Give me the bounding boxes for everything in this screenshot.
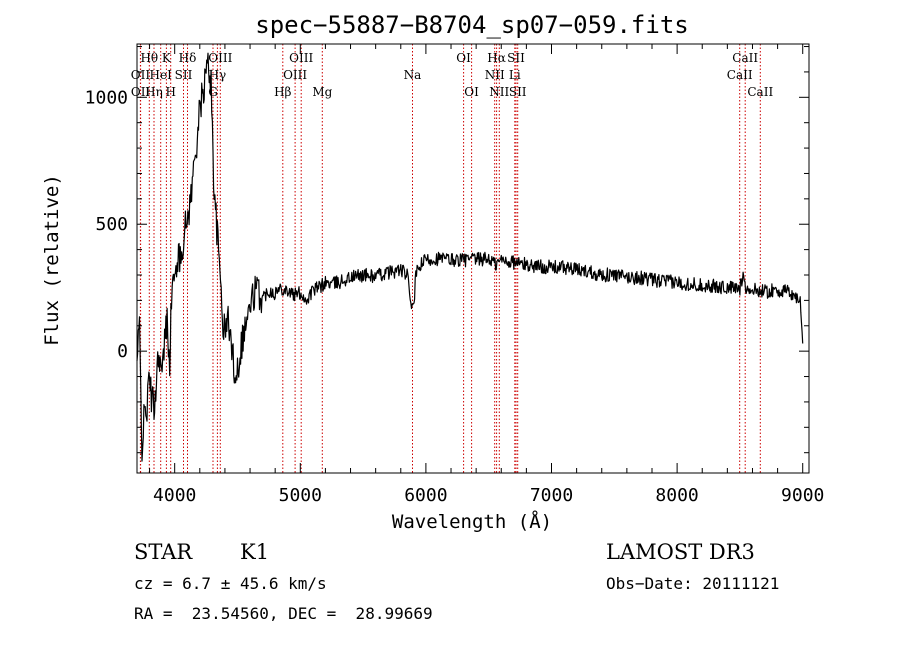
- y-tick-label-0: 0: [117, 341, 128, 362]
- axis-tick-labels: 4000 5000 6000 7000 8000 9000 0 500 1000: [85, 87, 825, 506]
- line-label-0: Hθ: [140, 51, 158, 65]
- y-tick-label-2: 1000: [85, 87, 128, 108]
- x-tick-label-1: 5000: [279, 485, 322, 506]
- redshift-info: cz = 6.7 ± 45.6 km/s: [134, 574, 327, 593]
- line-label-6: H: [165, 85, 175, 99]
- y-tick-label-1: 500: [95, 214, 128, 235]
- line-label-9: OIII: [208, 51, 232, 65]
- line-label-22: Li: [509, 68, 521, 82]
- line-label-24: SII: [509, 85, 527, 99]
- x-tick-label-0: 4000: [153, 485, 196, 506]
- x-axis-label: Wavelength (Å): [392, 510, 552, 533]
- line-label-10: Hγ: [209, 68, 227, 82]
- line-label-19: Hα: [487, 51, 506, 65]
- axis-ticks: [137, 44, 809, 473]
- observation-date: Obs−Date: 20111121: [606, 574, 780, 593]
- line-label-7: SII: [175, 68, 193, 82]
- line-label-3: Hη: [145, 85, 163, 99]
- line-label-8: Hδ: [179, 51, 197, 65]
- spectral-subclass: K1: [240, 540, 270, 564]
- line-label-16: Na: [404, 68, 422, 82]
- line-label-26: CaII: [727, 68, 753, 82]
- y-axis-label: Flux (relative): [41, 174, 63, 346]
- chart-title: spec−55887−B8704_sp07−059.fits: [255, 11, 688, 39]
- line-label-5: HeI: [150, 68, 173, 82]
- line-label-4: K: [162, 51, 172, 65]
- coordinates: RA = 23.54560, DEC = 28.99669: [134, 604, 433, 623]
- x-tick-label-5: 9000: [781, 485, 824, 506]
- line-label-21: NII: [485, 68, 505, 82]
- line-label-25: CaII: [732, 51, 758, 65]
- line-label-13: OIII: [283, 68, 307, 82]
- line-label-18: OI: [464, 85, 479, 99]
- line-label-15: Mg: [312, 85, 332, 99]
- x-tick-label-2: 6000: [404, 485, 447, 506]
- line-label-17: OI: [456, 51, 471, 65]
- line-label-12: OIII: [289, 51, 313, 65]
- plot-frame: [136, 43, 810, 474]
- line-label-14: Hβ: [274, 85, 291, 99]
- line-label-1: OII: [131, 68, 151, 82]
- spectrum-line: [136, 52, 804, 462]
- emission-line-markers: [139, 44, 761, 473]
- line-label-27: CaII: [747, 85, 773, 99]
- line-label-2: OII: [131, 85, 151, 99]
- object-class: STAR: [134, 540, 193, 564]
- x-tick-label-3: 7000: [530, 485, 573, 506]
- survey-name: LAMOST DR3: [606, 540, 755, 564]
- line-label-11: G: [208, 85, 218, 99]
- x-tick-label-4: 8000: [655, 485, 698, 506]
- line-label-23: NII: [489, 85, 509, 99]
- line-label-20: SII: [507, 51, 525, 65]
